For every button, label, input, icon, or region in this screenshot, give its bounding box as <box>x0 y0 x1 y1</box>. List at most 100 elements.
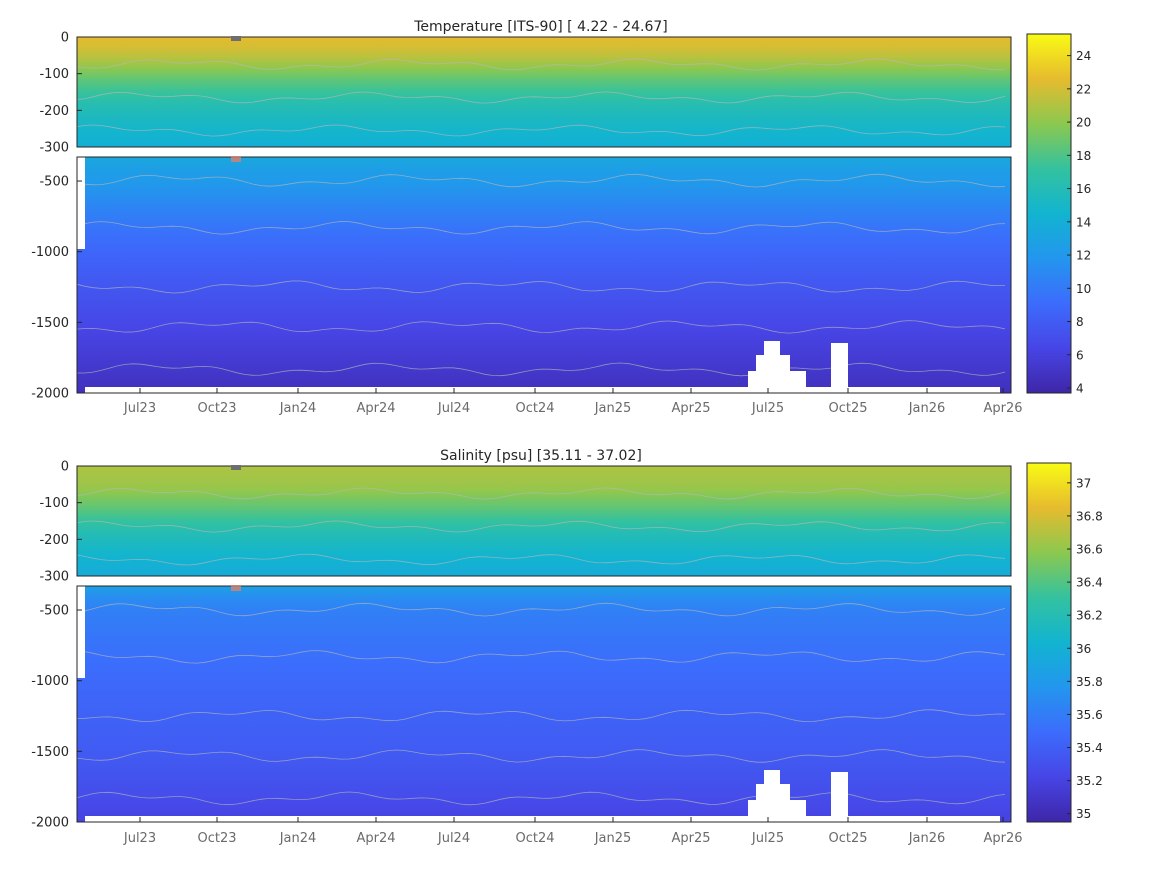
contour-line <box>76 520 1006 533</box>
colorbar-tick-label: 36.8 <box>1076 509 1103 523</box>
x-tick-label: Jul24 <box>437 831 470 846</box>
salinity-title: Salinity [psu] [35.11 - 37.02] <box>440 448 642 464</box>
colorbar-tick-label: 35.8 <box>1076 675 1103 689</box>
colorbar-tick-label: 8 <box>1076 315 1084 329</box>
contour-line <box>76 602 1006 617</box>
x-tick-label: Apr26 <box>983 831 1022 846</box>
data-gap <box>77 157 85 249</box>
x-tick-label: Jan25 <box>594 831 632 846</box>
temperature-colorbar-scale <box>1027 34 1071 393</box>
salinity-colorbar-frame <box>1026 462 1072 823</box>
y-tick-label: -2000 <box>31 387 69 402</box>
contour-line <box>76 173 1006 188</box>
colorbar-tick-label: 35.4 <box>1076 741 1103 755</box>
temperature-panel: Temperature [ITS-90] [ 4.22 - 24.67] 0 -1… <box>31 19 1091 416</box>
y-tick-label: -500 <box>39 604 69 619</box>
data-gap <box>85 816 1000 822</box>
temperature-lower-field <box>77 157 1011 393</box>
salinity-lower-y-ticks: -500 -1000 -1500 -2000 <box>31 604 82 831</box>
y-tick-label: -100 <box>39 67 69 82</box>
x-tick-label: Oct25 <box>828 831 867 846</box>
y-tick-label: -1000 <box>31 245 69 260</box>
x-tick-label: Oct23 <box>197 401 236 416</box>
x-tick-label: Oct24 <box>515 831 554 846</box>
temperature-title: Temperature [ITS-90] [ 4.22 - 24.67] <box>413 19 668 35</box>
data-gap <box>831 772 848 822</box>
colorbar-tick-label: 12 <box>1076 249 1091 263</box>
x-tick-label: Jul25 <box>751 831 784 846</box>
salinity-panel: Salinity [psu] [35.11 - 37.02] 0 -100 -200… <box>31 448 1103 846</box>
y-tick-label: -500 <box>39 175 69 190</box>
temperature-upper-plot: 0 -100 -200 -300 <box>39 31 1012 156</box>
x-tick-label: Jan26 <box>908 831 946 846</box>
salinity-lower-contours <box>76 602 1006 806</box>
x-tick-label: Apr24 <box>356 401 395 416</box>
y-tick-label: -1500 <box>31 745 69 760</box>
contour-line <box>76 124 1006 137</box>
colorbar-tick-label: 16 <box>1076 182 1091 196</box>
x-tick-label: Apr24 <box>356 831 395 846</box>
contour-line <box>76 362 1006 377</box>
temperature-lower-contours <box>76 173 1006 377</box>
x-tick-label: Oct24 <box>515 401 554 416</box>
colorbar-tick-label: 36 <box>1076 642 1091 656</box>
x-tick-label: Apr25 <box>671 831 710 846</box>
colorbar-tick-label: 22 <box>1076 82 1091 96</box>
data-gap <box>85 387 1000 393</box>
temperature-lower-y-ticks: -500 -1000 -1500 -2000 <box>31 175 82 402</box>
x-tick-label: Jul23 <box>123 401 156 416</box>
contour-line <box>76 487 1006 500</box>
y-tick-label: 0 <box>61 460 69 475</box>
colorbar-tick-label: 6 <box>1076 348 1084 362</box>
salinity-x-ticks: Jul23 Oct23 Jan24 Apr24 Jul24 Oct24 Jan25 Apr25… <box>123 817 1023 846</box>
x-tick-label: Apr25 <box>671 401 710 416</box>
colorbar-tick-label: 36.4 <box>1076 576 1103 590</box>
contour-line <box>76 749 1006 763</box>
salinity-lower-axes-box <box>76 585 1012 823</box>
temperature-lower-axes-box <box>76 156 1012 394</box>
salinity-upper-plot: 0 -100 -200 -300 <box>39 460 1012 585</box>
temperature-lower-plot: -500 -1000 -1500 -2000 Jul23 Oct23 Jan24 Apr24… <box>31 156 1023 416</box>
colorbar-tick-label: 35.2 <box>1076 774 1103 788</box>
salinity-data-gaps <box>77 586 1000 822</box>
colorbar-tick-label: 18 <box>1076 149 1091 163</box>
salinity-colorbar-ticks: 37 36.8 36.6 36.4 36.2 36 35.8 35.6 35.4 35.2 35 <box>1067 476 1103 821</box>
temperature-upper-y-ticks: 0 -100 -200 -300 <box>39 31 82 156</box>
temperature-x-ticks: Jul23 Oct23 Jan24 Apr24 Jul24 Oct24 Jan25 Apr25… <box>123 388 1023 416</box>
contour-line <box>76 91 1006 104</box>
contour-line <box>76 709 1006 723</box>
x-tick-label: Oct25 <box>828 401 867 416</box>
colorbar-tick-label: 37 <box>1076 476 1091 490</box>
y-tick-label: -200 <box>39 104 69 119</box>
temperature-colorbar-ticks: 24 22 20 18 16 14 12 10 8 6 4 <box>1067 49 1091 396</box>
temperature-gap-marker-top <box>231 36 241 41</box>
colorbar-tick-label: 35 <box>1076 807 1091 821</box>
y-tick-label: -300 <box>39 570 69 585</box>
x-tick-label: Jan26 <box>908 401 946 416</box>
x-tick-label: Jan24 <box>279 831 317 846</box>
y-tick-label: -1500 <box>31 316 69 331</box>
contour-line <box>76 553 1006 566</box>
y-tick-label: -300 <box>39 141 69 156</box>
y-tick-label: -200 <box>39 533 69 548</box>
salinity-gap-marker-mid <box>231 585 241 591</box>
contour-line <box>76 320 1006 334</box>
salinity-upper-axes-box <box>76 465 1012 577</box>
x-tick-label: Oct23 <box>197 831 236 846</box>
colorbar-tick-label: 36.2 <box>1076 609 1103 623</box>
temperature-colorbar-frame <box>1026 33 1072 394</box>
data-gap <box>831 343 848 393</box>
temperature-data-gaps <box>77 157 1000 393</box>
temperature-upper-contours <box>76 58 1006 137</box>
salinity-upper-field <box>77 466 1011 576</box>
contour-line <box>76 791 1006 806</box>
y-tick-label: 0 <box>61 31 69 46</box>
salinity-lower-plot: -500 -1000 -1500 -2000 Jul23 Oct23 Jan24 Apr24… <box>31 585 1023 846</box>
contour-line <box>76 58 1006 71</box>
x-tick-label: Jul23 <box>123 831 156 846</box>
x-tick-label: Jul25 <box>751 401 784 416</box>
y-tick-label: -1000 <box>31 674 69 689</box>
colorbar-tick-label: 35.6 <box>1076 708 1103 722</box>
temperature-gap-marker-mid <box>231 156 241 162</box>
